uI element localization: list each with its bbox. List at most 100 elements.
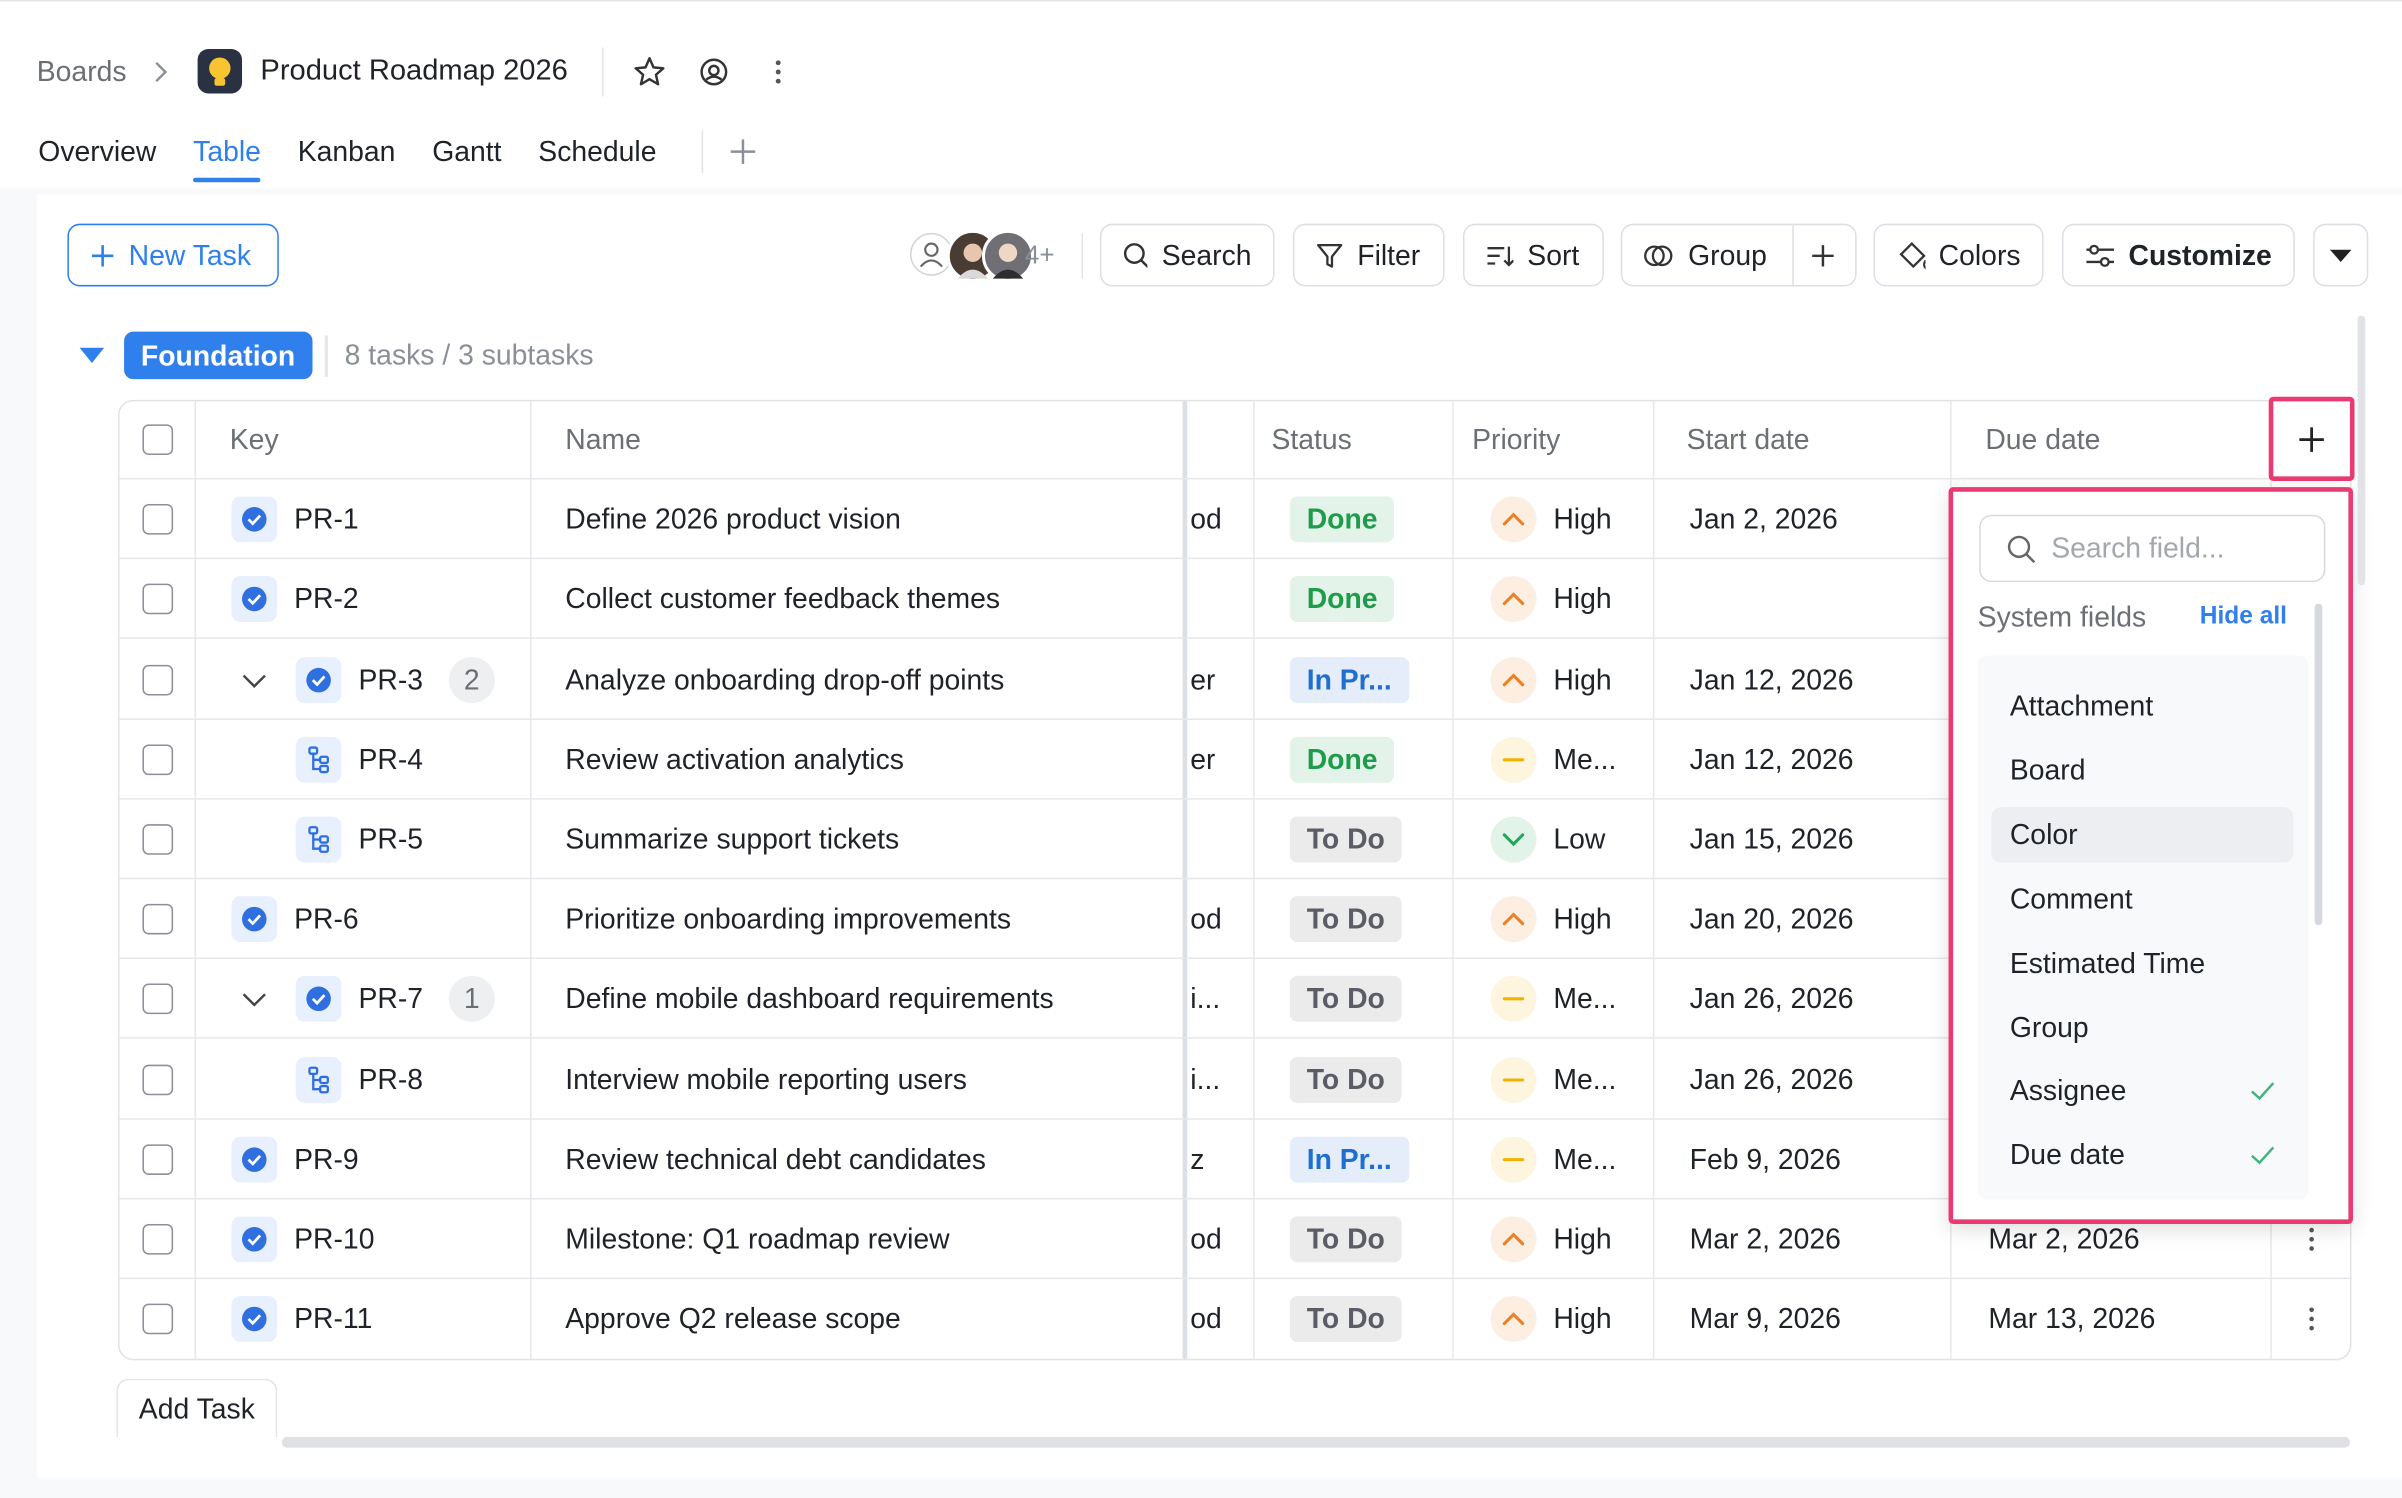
status-badge-bg: [1289, 496, 1395, 543]
status-badge-bg: [1289, 736, 1395, 783]
tab[interactable]: Kanban: [297, 134, 396, 167]
vertical-scrollbar: [2357, 315, 2366, 586]
column-divider: [1652, 401, 1655, 1359]
field-option[interactable]: Assignee: [1991, 1064, 2293, 1119]
add-task-button[interactable]: Add Task: [116, 1378, 278, 1437]
priority-icon: [1490, 1136, 1537, 1183]
add-group-button[interactable]: [1811, 244, 1836, 269]
group-badge[interactable]: Foundation: [124, 331, 313, 380]
checkbox[interactable]: [142, 584, 174, 615]
add-view-button[interactable]: [729, 138, 757, 166]
column-divider: [1452, 401, 1454, 1359]
search-button[interactable]: Search: [1099, 223, 1275, 287]
checkbox[interactable]: [142, 1223, 174, 1255]
row-actions[interactable]: [2305, 1224, 2317, 1255]
task-name: Review technical debt candidates: [565, 1142, 986, 1175]
sort-button[interactable]: Sort: [1462, 223, 1604, 287]
checkbox[interactable]: [142, 1303, 174, 1335]
frozen-divider: [1182, 401, 1188, 1359]
field-option[interactable]: Comment: [1991, 871, 2293, 926]
tab[interactable]: Table: [193, 130, 261, 185]
priority-icon: [1490, 736, 1537, 783]
expand-toggle[interactable]: [241, 666, 269, 694]
checkbox[interactable]: [142, 424, 174, 455]
field-option[interactable]: Board: [1991, 743, 2293, 798]
checkbox[interactable]: [142, 504, 174, 535]
row-line: [119, 1277, 2350, 1280]
status-badge: To Do: [1289, 1216, 1402, 1263]
subtask-icon: [295, 1056, 342, 1103]
task-icon: [231, 576, 278, 623]
search-icon: [1123, 242, 1148, 269]
tab[interactable]: Schedule: [538, 134, 657, 167]
field-option[interactable]: Attachment: [1991, 679, 2293, 734]
priority-label: High: [1553, 662, 1612, 695]
column-header: Start date: [1686, 422, 1810, 455]
new-task-button[interactable]: New Task: [67, 223, 279, 287]
breadcrumb-link[interactable]: Boards: [36, 55, 127, 88]
tab-underline: [193, 177, 261, 183]
checkbox[interactable]: [142, 903, 174, 935]
tab[interactable]: Overview: [38, 134, 157, 167]
row-actions[interactable]: [2305, 1304, 2317, 1335]
hide-all-link[interactable]: Hide all: [2199, 603, 2287, 630]
field-option[interactable]: Group: [1991, 1000, 2293, 1055]
colors-button[interactable]: Colors: [1873, 223, 2044, 287]
column-divider: [1253, 401, 1255, 1359]
collapse-toggle[interactable]: [78, 345, 106, 366]
task-key: PR-2: [294, 582, 359, 615]
field-label: Estimated Time: [2009, 946, 2206, 979]
button-label: Filter: [1357, 238, 1421, 271]
clipped-cell: od: [1190, 902, 1222, 935]
more-button[interactable]: [771, 57, 786, 88]
divider: [324, 335, 328, 377]
add-column-button[interactable]: [2268, 396, 2355, 482]
star-button[interactable]: [633, 55, 667, 89]
customize-button[interactable]: Customize: [2061, 223, 2295, 287]
expand-toggle[interactable]: [241, 985, 269, 1013]
watch-button[interactable]: [697, 55, 731, 89]
status-badge-bg: [1289, 1216, 1402, 1263]
field-option[interactable]: Estimated Time: [1991, 935, 2293, 990]
more-options-button[interactable]: [2313, 223, 2369, 287]
clipped-cell: od: [1190, 1302, 1222, 1335]
task-name: Review activation analytics: [565, 742, 904, 775]
priority-icon: [1490, 976, 1537, 1023]
task-name: Prioritize onboarding improvements: [565, 902, 1012, 935]
filter-button[interactable]: Filter: [1292, 223, 1445, 287]
checkbox[interactable]: [142, 983, 174, 1015]
chevron-icon: [155, 61, 168, 83]
field-label: Group: [2009, 1010, 2089, 1043]
avatar[interactable]: [981, 229, 1035, 282]
column-divider: [194, 401, 197, 1359]
start-date: Jan 15, 2026: [1689, 822, 1854, 855]
priority-icon: [1490, 576, 1537, 623]
task-key: PR-8: [358, 1062, 424, 1095]
status-badge: Done: [1289, 496, 1395, 543]
row-line: [119, 557, 2350, 560]
members-more[interactable]: 4+: [1024, 240, 1055, 270]
due-date: Mar 13, 2026: [1988, 1302, 2156, 1335]
task-name: Define 2026 product vision: [565, 502, 901, 535]
field-option[interactable]: Due date: [1991, 1128, 2293, 1183]
task-key: PR-10: [294, 1222, 375, 1255]
priority-icon: [1490, 816, 1537, 863]
checkbox[interactable]: [142, 664, 174, 695]
group-button[interactable]: Group: [1620, 223, 1857, 287]
check-icon: [2249, 1142, 2277, 1170]
tab[interactable]: Gantt: [432, 134, 502, 167]
checkbox[interactable]: [142, 1063, 174, 1095]
task-icon: [231, 896, 278, 943]
checkbox[interactable]: [142, 1143, 174, 1175]
start-date: Jan 12, 2026: [1689, 662, 1854, 695]
avatar-placeholder[interactable]: [909, 232, 953, 276]
field-option[interactable]: Color: [1991, 806, 2294, 863]
checkbox[interactable]: [142, 744, 174, 775]
checkbox[interactable]: [142, 823, 174, 855]
column-header: Status: [1271, 422, 1352, 455]
group-icon: [1644, 244, 1673, 266]
priority-icon: [1490, 896, 1537, 943]
task-icon: [231, 1136, 278, 1183]
field-search[interactable]: Search field...: [1979, 514, 2326, 583]
